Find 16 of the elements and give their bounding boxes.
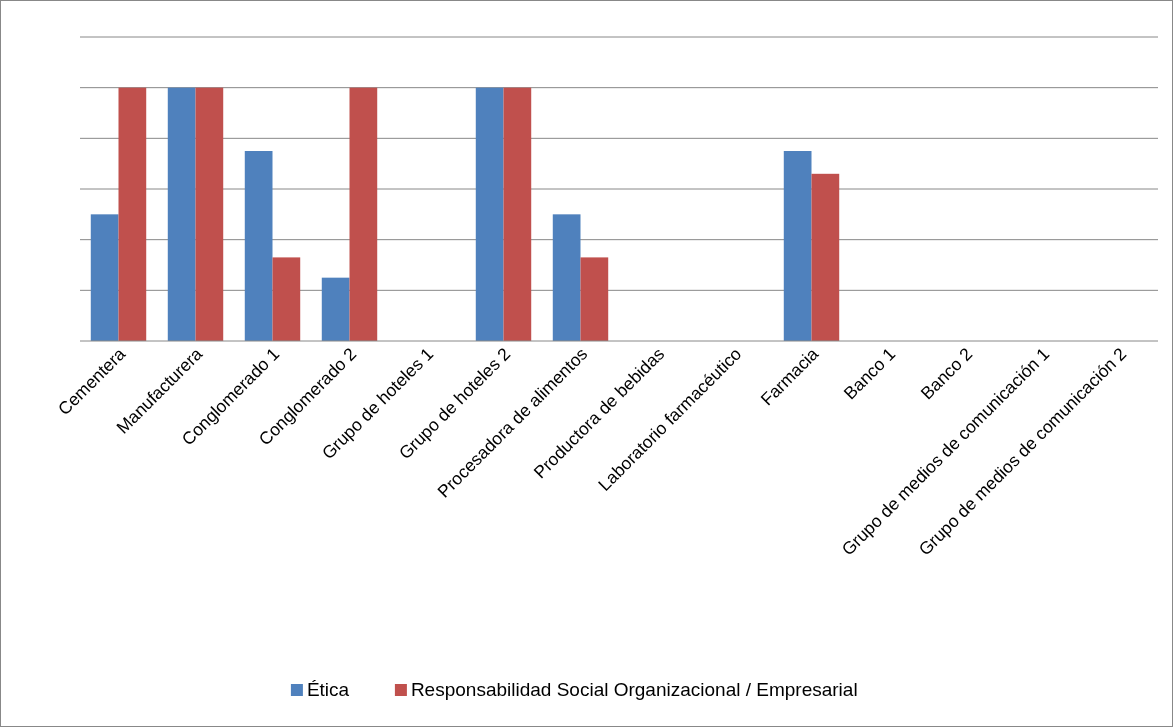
bar [811,173,840,341]
legend-label: Responsabilidad Social Organizacional / Empresarial [410,679,858,700]
bar [167,87,196,341]
bar [90,214,119,341]
bar [118,87,147,341]
bar [349,87,378,341]
bar [321,277,350,341]
bar [783,151,812,341]
bar [580,257,609,341]
bar [475,87,504,341]
bar [244,151,273,341]
legend-label: Ética [306,679,350,700]
bar [195,87,224,341]
bar [272,257,301,341]
bar [503,87,532,341]
bar [552,214,581,341]
